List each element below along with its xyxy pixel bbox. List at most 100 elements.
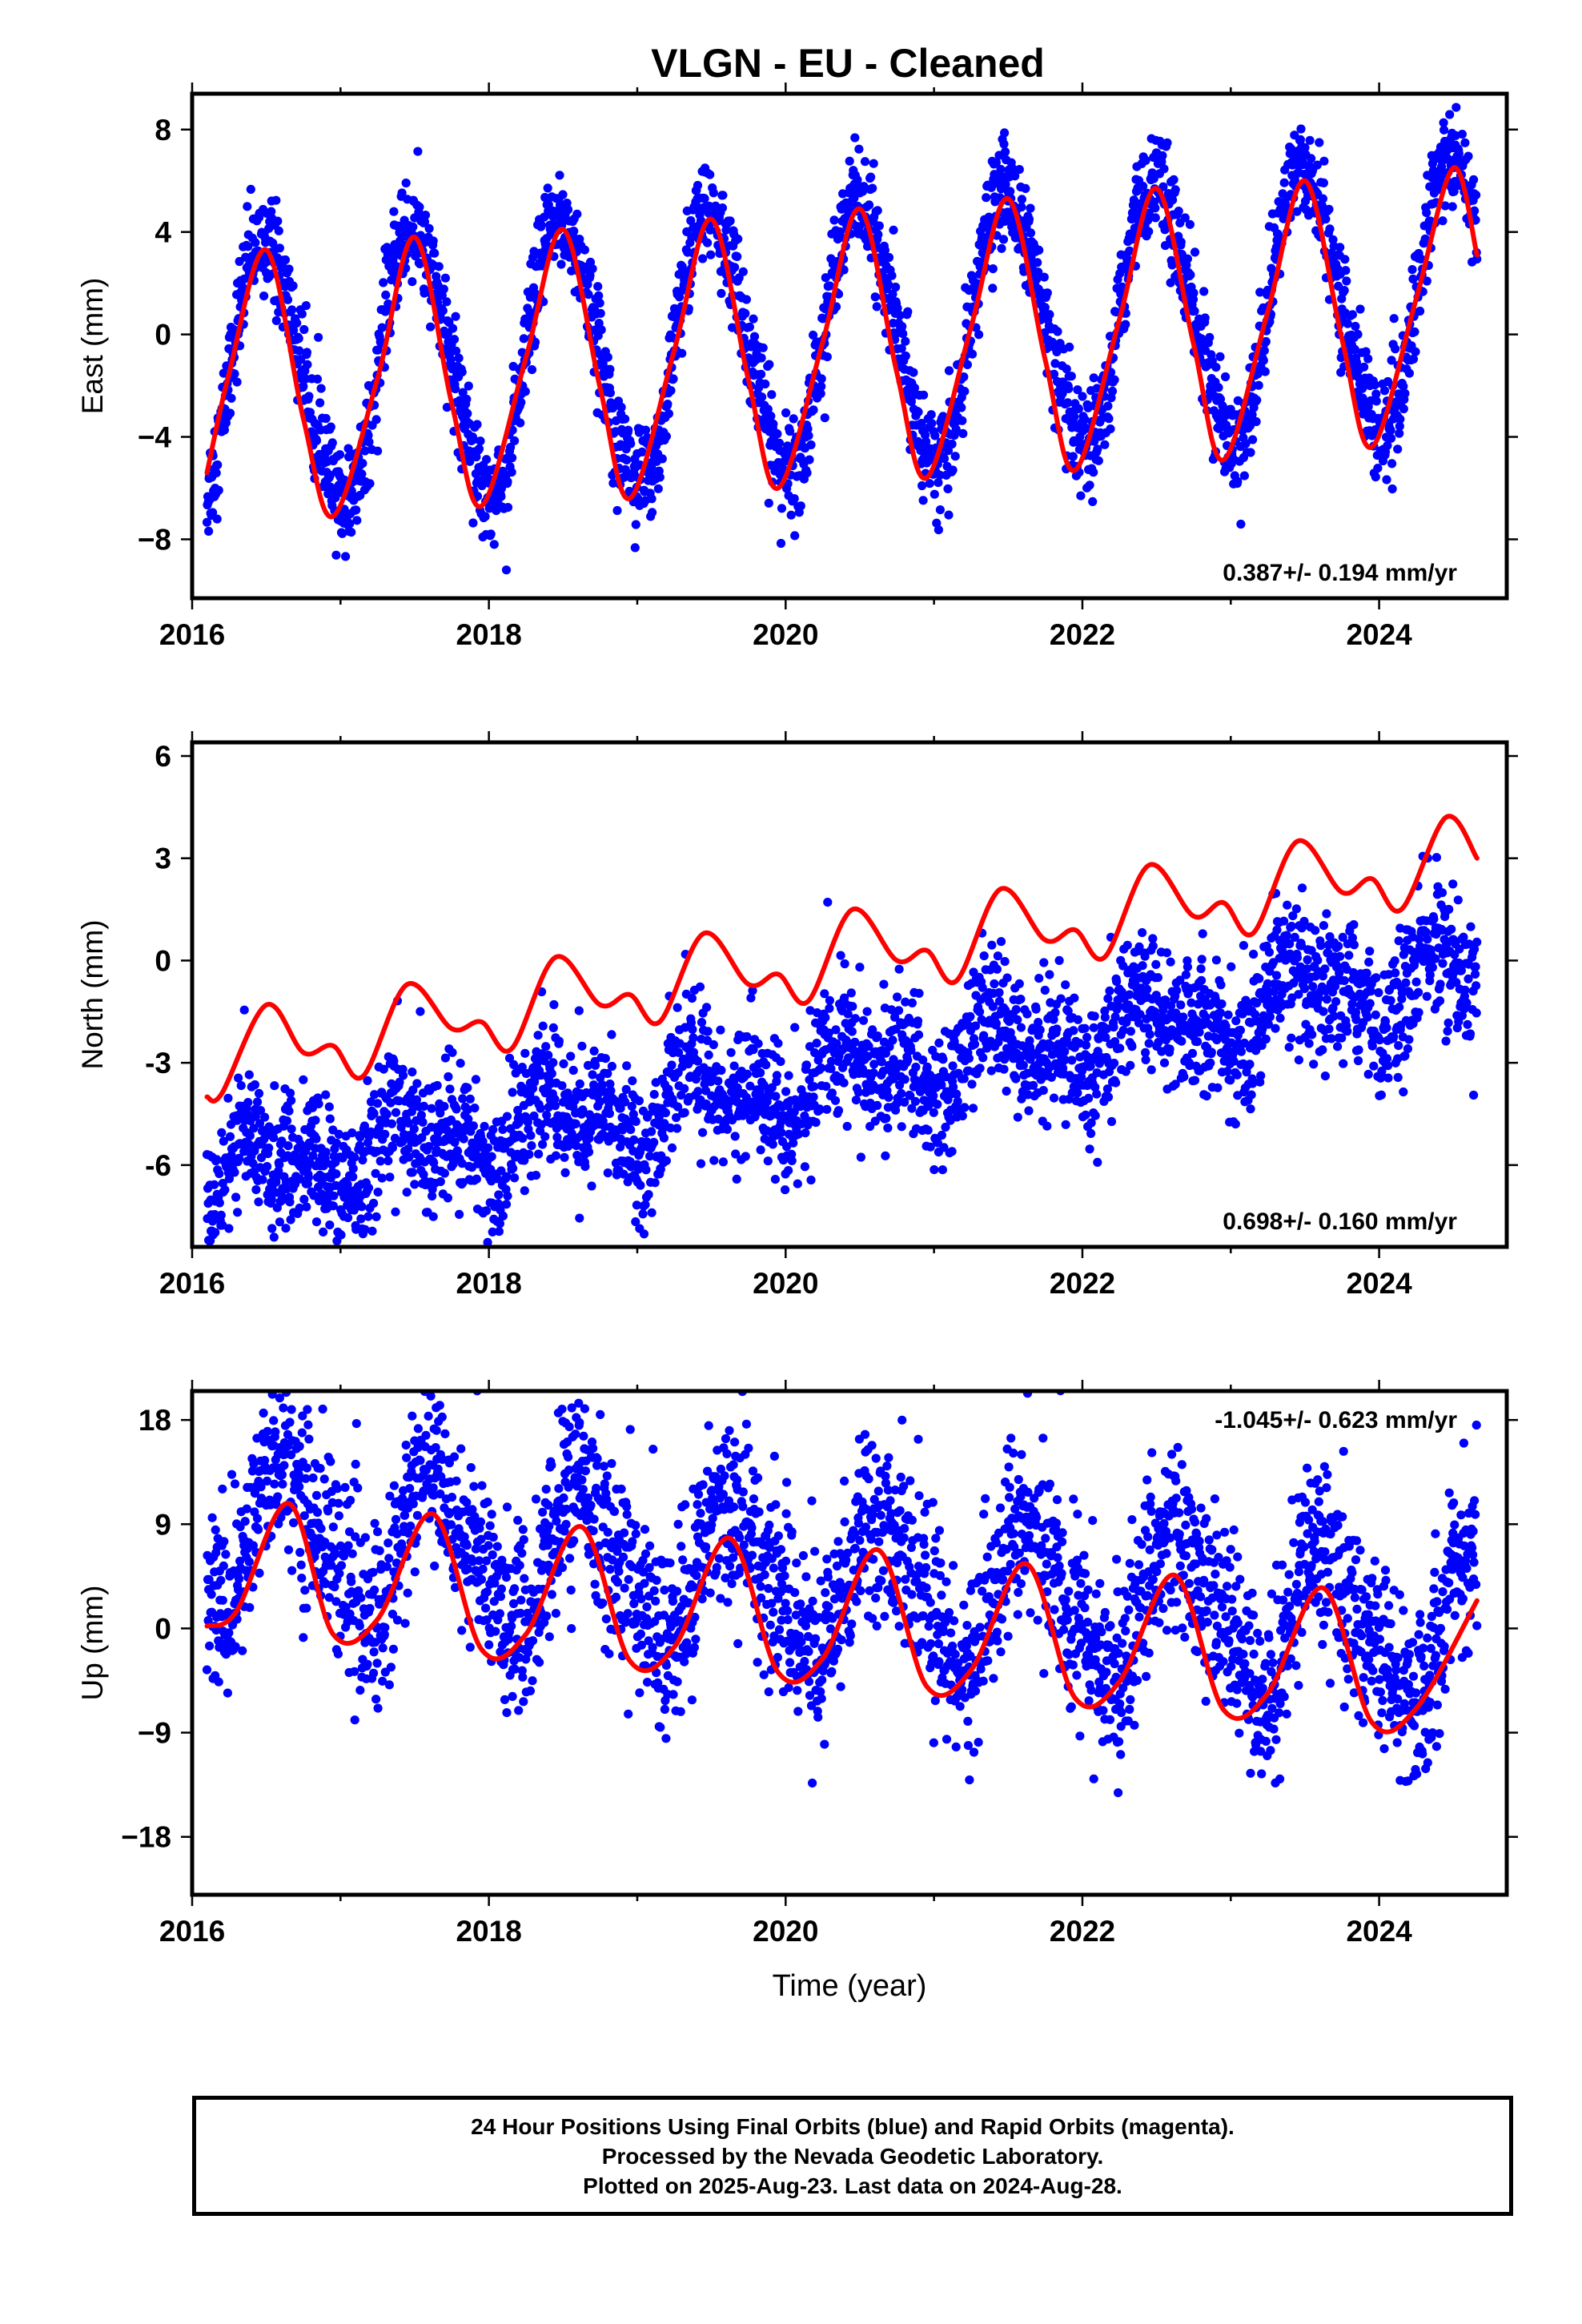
data-point <box>233 1208 243 1217</box>
data-point <box>1189 288 1199 298</box>
data-point <box>375 1156 385 1166</box>
data-point <box>1416 254 1426 264</box>
data-point <box>1469 175 1479 184</box>
data-point <box>321 413 331 424</box>
data-point <box>472 420 482 429</box>
data-point <box>1182 254 1192 263</box>
data-point <box>348 1172 358 1182</box>
data-point <box>341 552 351 561</box>
data-point <box>212 514 222 524</box>
data-point <box>765 360 774 369</box>
data-point <box>348 1164 358 1173</box>
data-point <box>1040 985 1050 995</box>
data-point <box>1347 310 1357 320</box>
data-point <box>612 505 622 516</box>
data-point <box>891 282 901 292</box>
data-point <box>677 348 687 358</box>
data-point <box>1018 1060 1028 1070</box>
data-point <box>308 1151 318 1160</box>
data-point <box>697 1018 707 1027</box>
data-point <box>420 288 429 298</box>
data-point <box>239 1005 249 1015</box>
data-point <box>449 335 460 344</box>
data-point <box>1052 1024 1062 1034</box>
data-point <box>459 1134 468 1144</box>
data-point <box>1386 425 1395 435</box>
data-point <box>480 512 490 521</box>
data-point <box>217 1128 227 1137</box>
data-point <box>1050 359 1060 368</box>
data-point <box>1126 1027 1135 1036</box>
data-point <box>801 1060 812 1070</box>
data-point <box>1107 386 1118 396</box>
data-point <box>991 158 1001 167</box>
data-point <box>702 1003 712 1012</box>
data-point <box>1068 452 1078 461</box>
data-point <box>889 225 898 235</box>
data-point <box>801 1128 810 1138</box>
data-point <box>881 1151 890 1160</box>
data-point <box>284 1106 294 1116</box>
data-point <box>1162 138 1172 147</box>
data-point <box>1440 201 1450 211</box>
data-point <box>464 381 473 391</box>
data-point <box>1049 1093 1059 1103</box>
data-point <box>549 999 559 1010</box>
y-tick-label: 8 <box>155 114 171 147</box>
data-point <box>1039 958 1049 967</box>
data-point <box>817 374 826 384</box>
data-point <box>974 330 984 340</box>
data-point <box>1395 414 1405 424</box>
data-point <box>1014 979 1024 988</box>
data-point <box>1404 368 1414 378</box>
data-point <box>1218 401 1227 411</box>
data-point <box>1094 456 1103 465</box>
data-point <box>868 183 877 193</box>
data-point <box>1383 440 1392 450</box>
data-point <box>978 1053 988 1063</box>
data-point <box>893 304 902 313</box>
data-point <box>304 392 314 401</box>
data-point <box>855 963 865 972</box>
data-point <box>1090 1111 1100 1120</box>
data-point <box>416 1007 425 1016</box>
data-point <box>538 1021 548 1031</box>
data-point <box>267 207 276 216</box>
data-point <box>457 368 467 377</box>
data-point <box>1361 347 1371 356</box>
data-point <box>742 1069 753 1079</box>
data-point <box>1038 1086 1048 1096</box>
data-point <box>575 1213 584 1223</box>
data-point <box>1438 216 1447 226</box>
data-point <box>263 1162 272 1172</box>
data-point <box>380 1129 390 1139</box>
data-point <box>232 377 242 387</box>
data-point <box>1233 476 1243 486</box>
data-point <box>503 1191 512 1200</box>
data-point <box>275 1160 284 1169</box>
data-point <box>283 1141 293 1151</box>
data-point <box>311 1217 322 1227</box>
data-point <box>510 436 520 446</box>
data-point <box>1089 1023 1098 1032</box>
data-point <box>926 410 936 420</box>
data-point <box>811 1118 821 1128</box>
data-point <box>1382 475 1391 485</box>
data-point <box>789 414 798 424</box>
data-point <box>822 352 832 362</box>
data-point <box>225 1132 235 1141</box>
data-point <box>287 1096 296 1105</box>
data-point <box>347 528 356 537</box>
data-point <box>555 171 564 180</box>
data-point <box>1016 1023 1026 1032</box>
data-point <box>1127 1042 1137 1051</box>
data-point <box>979 951 989 961</box>
data-point <box>820 413 829 423</box>
data-point <box>944 510 954 520</box>
data-point <box>650 1178 660 1188</box>
data-point <box>486 529 496 539</box>
data-point <box>1092 1089 1102 1099</box>
data-point <box>287 305 297 315</box>
data-point <box>373 345 383 355</box>
data-point <box>554 1036 564 1046</box>
